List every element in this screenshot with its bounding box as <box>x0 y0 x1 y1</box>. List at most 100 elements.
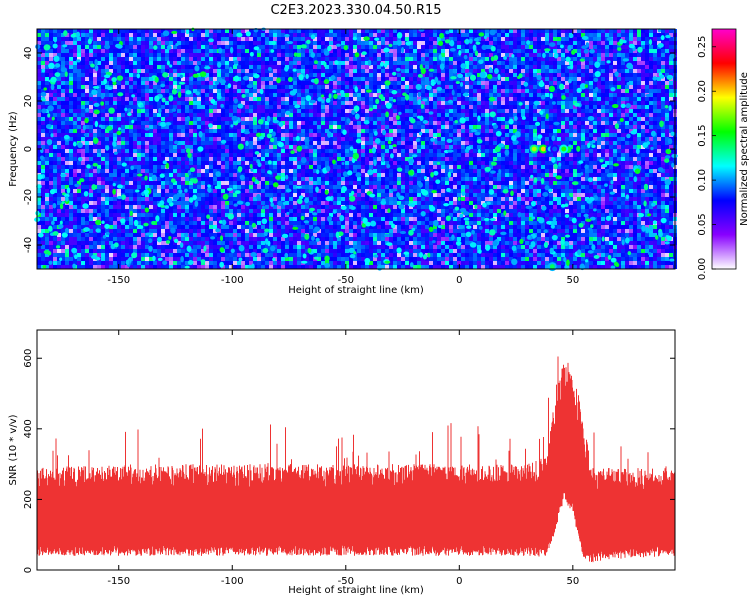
heatmap-cell <box>49 101 53 105</box>
heatmap-cell <box>253 129 257 133</box>
heatmap-cell <box>57 109 61 113</box>
heatmap-cell <box>417 33 421 37</box>
heatmap-cell <box>401 61 405 65</box>
heatmap-cell <box>505 97 509 101</box>
heatmap-cell <box>113 41 117 45</box>
heatmap-cell <box>533 85 537 89</box>
heatmap-cell <box>229 113 233 117</box>
heatmap-cell <box>113 61 117 65</box>
heatmap-cell <box>153 37 157 41</box>
heatmap-cell <box>529 41 533 45</box>
heatmap-cell <box>45 77 49 81</box>
heatmap-cell <box>613 53 617 57</box>
heatmap-cell <box>241 141 245 145</box>
heatmap-cell <box>521 133 525 137</box>
heatmap-cell <box>517 57 521 61</box>
heatmap-cell <box>569 129 573 133</box>
heatmap-cell <box>309 73 313 77</box>
heatmap-cell <box>457 89 461 93</box>
heatmap-cell <box>613 49 617 53</box>
heatmap-cell <box>109 53 113 57</box>
heatmap-cell <box>601 73 605 77</box>
heatmap-cell <box>629 101 633 105</box>
heatmap-cell <box>645 121 649 125</box>
heatmap-cell <box>349 109 353 113</box>
heatmap-cell <box>133 121 137 125</box>
heatmap-cell <box>73 49 77 53</box>
heatmap-cell <box>225 37 229 41</box>
heatmap-cell <box>417 149 421 153</box>
heatmap-cell <box>57 81 61 85</box>
heatmap-cell <box>353 129 357 133</box>
heatmap-cell <box>497 61 501 65</box>
heatmap-cell <box>305 49 309 53</box>
heatmap-cell <box>589 37 593 41</box>
heatmap-cell <box>457 101 461 105</box>
heatmap-cell <box>281 37 285 41</box>
heatmap-cell <box>69 101 73 105</box>
heatmap-cell <box>153 93 157 97</box>
heatmap-cell <box>189 141 193 145</box>
heatmap-cell <box>445 61 449 65</box>
heatmap-cell <box>153 41 157 45</box>
heatmap-cell <box>629 149 633 153</box>
heatmap-cell <box>637 77 641 81</box>
heatmap-cell <box>425 73 429 77</box>
heatmap-cell <box>89 129 93 133</box>
heatmap-cell <box>225 29 229 33</box>
heatmap-cell <box>621 133 625 137</box>
heatmap-cell <box>597 141 601 145</box>
heatmap-cell <box>629 73 633 77</box>
heatmap-cell <box>325 29 329 33</box>
heatmap-cell <box>225 149 229 153</box>
heatmap-cell <box>277 93 281 97</box>
heatmap-cell <box>385 97 389 101</box>
heatmap-cell <box>353 125 357 129</box>
heatmap-cell <box>653 37 657 41</box>
heatmap-cell <box>601 141 605 145</box>
heatmap-cell <box>593 81 597 85</box>
heatmap-cell <box>625 129 629 133</box>
heatmap-cell <box>233 149 237 153</box>
heatmap-cell <box>117 73 121 77</box>
heatmap-cell <box>321 141 325 145</box>
heatmap-cell <box>133 129 137 133</box>
heatmap-cell <box>137 93 141 97</box>
heatmap-cell <box>189 85 193 89</box>
heatmap-cell <box>409 57 413 61</box>
heatmap-cell <box>149 57 153 61</box>
heatmap-cell <box>149 141 153 145</box>
heatmap-cell <box>561 81 565 85</box>
heatmap-cell <box>41 125 45 129</box>
heatmap-cell <box>81 65 85 69</box>
heatmap-cell <box>621 69 625 73</box>
heatmap-cell <box>609 41 613 45</box>
heatmap-cell <box>573 97 577 101</box>
heatmap-cell <box>581 49 585 53</box>
heatmap-cell <box>449 113 453 117</box>
heatmap-cell <box>117 33 121 37</box>
heatmap-cell <box>229 73 233 77</box>
heatmap-cell <box>221 61 225 65</box>
heatmap-cell <box>397 113 401 117</box>
heatmap-cell <box>137 133 141 137</box>
heatmap-cell <box>501 89 505 93</box>
heatmap-cell <box>637 69 641 73</box>
heatmap-cell <box>153 49 157 53</box>
heatmap-cell <box>393 57 397 61</box>
heatmap-cell <box>413 89 417 93</box>
heatmap-cell <box>309 117 313 121</box>
heatmap-cell <box>517 29 521 33</box>
heatmap-cell <box>225 101 229 105</box>
heatmap-cell <box>173 69 177 73</box>
heatmap-cell <box>385 45 389 49</box>
heatmap-cell <box>501 149 505 153</box>
heatmap-cell <box>481 81 485 85</box>
heatmap-cell <box>269 121 273 125</box>
heatmap-cell <box>533 105 537 109</box>
heatmap-cell <box>605 33 609 37</box>
heatmap-cell <box>145 61 149 65</box>
heatmap-cell <box>481 101 485 105</box>
heatmap-cell <box>181 37 185 41</box>
heatmap-cell <box>77 37 81 41</box>
